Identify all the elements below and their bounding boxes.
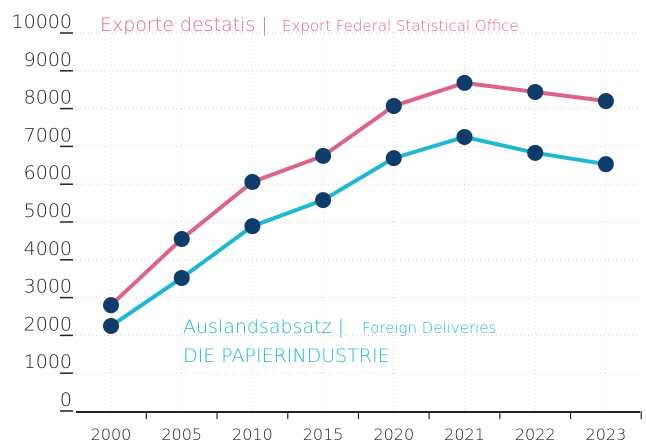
marker <box>456 74 473 91</box>
y-tick-label: 5000 <box>24 200 72 222</box>
marker <box>527 83 544 100</box>
y-tick-label: 9000 <box>24 49 72 71</box>
marker <box>315 192 332 209</box>
x-tick-label: 2005 <box>161 425 202 441</box>
legend-name-en: Foreign Deliveries <box>362 319 496 337</box>
series-line <box>109 80 607 307</box>
y-tick-label: 1000 <box>24 351 72 373</box>
marker <box>456 128 473 145</box>
y-tick-label: 10000 <box>12 11 72 33</box>
marker <box>315 147 332 164</box>
marker <box>385 97 402 114</box>
marker <box>173 231 190 248</box>
legend-name: Auslandsabsatz | <box>183 316 344 338</box>
marker <box>103 317 119 334</box>
x-tick-label: 2000 <box>91 425 132 441</box>
legend-name: Exporte destatis | <box>100 14 268 36</box>
x-tick-label: 2010 <box>232 425 273 441</box>
y-tick-label: 0 <box>60 389 72 411</box>
y-tick-label: 7000 <box>24 124 72 146</box>
legend-source: DIE PAPIERINDUSTRIE <box>183 345 390 367</box>
x-tick-label: 2022 <box>515 425 556 441</box>
series-line <box>109 134 607 328</box>
y-tick-label: 3000 <box>24 276 72 298</box>
legend-name-en: Export Federal Statistical Office <box>282 17 519 35</box>
y-tick-label: 6000 <box>24 162 72 184</box>
marker <box>385 150 402 167</box>
y-tick-label: 4000 <box>24 238 72 260</box>
marker <box>103 297 119 314</box>
marker <box>173 269 190 286</box>
marker <box>597 156 614 173</box>
x-tick-label: 2023 <box>586 425 627 441</box>
marker <box>244 173 261 190</box>
x-tick-label: 2021 <box>444 425 485 441</box>
marker <box>597 93 614 110</box>
marker <box>527 144 544 161</box>
x-tick-label: 2015 <box>303 425 344 441</box>
x-tick-label: 2020 <box>373 425 414 441</box>
y-tick-label: 2000 <box>24 313 72 335</box>
marker <box>244 218 261 235</box>
y-tick-label: 8000 <box>24 87 72 109</box>
